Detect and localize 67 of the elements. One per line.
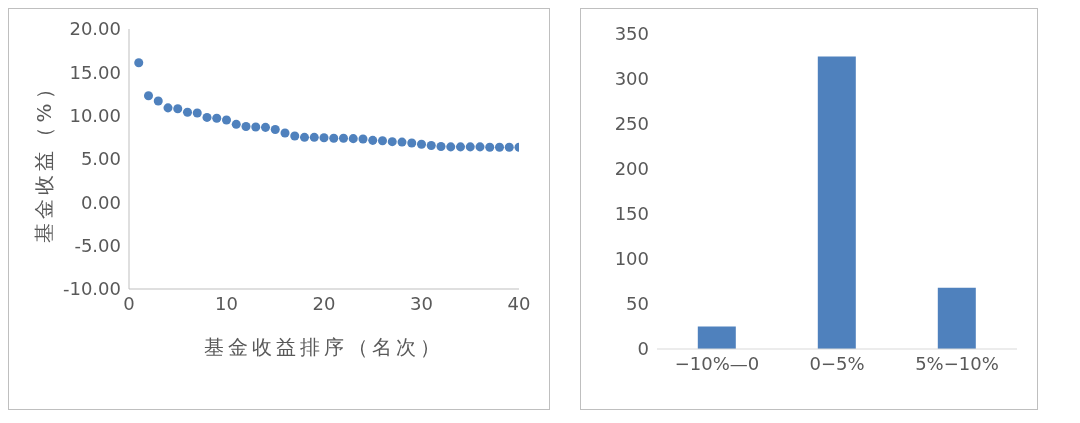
point: [436, 141, 446, 151]
point: [416, 139, 427, 149]
x-axis-title: 基金收益排序（名次）: [204, 335, 444, 359]
point: [241, 121, 251, 132]
point: [134, 58, 144, 68]
y-tick-label: 0: [637, 338, 649, 360]
point: [329, 133, 339, 143]
point: [377, 136, 388, 146]
bar: [937, 287, 976, 349]
point: [465, 142, 475, 152]
point: [290, 131, 300, 141]
y-axis-title: 基金收益（%）: [32, 75, 57, 243]
y-tick-label: 300: [614, 68, 649, 90]
point: [173, 104, 183, 114]
y-tick-label: 50: [626, 293, 649, 315]
point: [426, 141, 436, 151]
x-tick-label: 20: [312, 292, 336, 314]
point: [494, 142, 505, 152]
point: [407, 138, 417, 148]
x-tick-label: 40: [507, 292, 531, 314]
y-tick-label: 0.00: [80, 191, 121, 213]
y-tick-label: 200: [614, 158, 649, 180]
point: [397, 137, 407, 147]
point: [221, 115, 232, 125]
y-tick-label: 5.00: [80, 148, 121, 170]
point: [348, 134, 358, 144]
x-tick-label: −10%—0: [674, 352, 760, 374]
point: [387, 137, 397, 147]
point: [475, 142, 485, 152]
point: [153, 96, 163, 106]
y-tick-label: 350: [614, 23, 649, 45]
y-tick-label: 10.00: [69, 105, 121, 127]
y-tick-label: -5.00: [74, 235, 121, 257]
point: [455, 142, 466, 152]
point: [485, 142, 495, 152]
point: [251, 122, 261, 132]
point: [192, 108, 202, 118]
y-tick-label: 20.00: [69, 18, 121, 40]
bar: [817, 56, 856, 349]
point: [212, 113, 222, 123]
point: [182, 107, 193, 117]
x-tick-label: 10: [215, 292, 238, 314]
point: [163, 103, 173, 113]
point: [202, 112, 212, 122]
point: [299, 132, 310, 142]
point: [319, 133, 329, 143]
y-tick-label: -10.00: [62, 278, 121, 300]
point: [358, 134, 368, 144]
point: [143, 91, 154, 101]
point: [260, 122, 271, 132]
x-tick-label: 0−5%: [809, 352, 865, 374]
point: [504, 142, 514, 152]
point: [446, 142, 456, 152]
bar: [697, 326, 736, 349]
point: [280, 128, 290, 138]
x-tick-label: 0: [123, 292, 135, 314]
point: [338, 133, 349, 143]
point: [270, 125, 280, 135]
y-tick-label: 15.00: [69, 61, 121, 83]
y-tick-label: 250: [614, 113, 649, 135]
x-tick-label: 5%−10%: [915, 352, 999, 374]
y-tick-label: 100: [614, 248, 649, 270]
y-tick-label: 150: [614, 203, 649, 225]
x-tick-label: 30: [410, 292, 433, 314]
point: [231, 119, 241, 129]
point: [309, 132, 319, 142]
point: [368, 135, 378, 145]
